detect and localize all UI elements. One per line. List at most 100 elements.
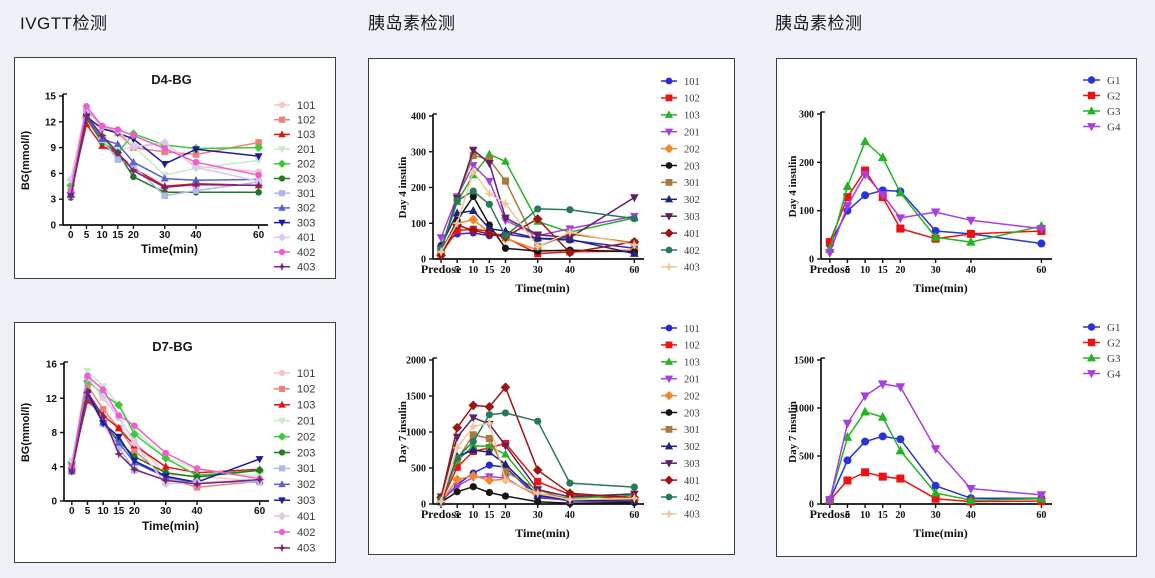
svg-text:G4: G4 (1107, 121, 1121, 133)
svg-text:200: 200 (799, 158, 814, 169)
svg-text:302: 302 (684, 195, 700, 206)
svg-text:401: 401 (297, 232, 315, 244)
svg-text:0: 0 (51, 497, 57, 508)
svg-text:100: 100 (799, 206, 814, 217)
svg-text:20: 20 (128, 230, 140, 241)
svg-text:10: 10 (97, 230, 109, 241)
svg-text:103: 103 (297, 400, 315, 412)
svg-text:200: 200 (411, 183, 426, 194)
svg-text:15: 15 (484, 265, 494, 276)
svg-text:101: 101 (297, 368, 315, 380)
svg-text:40: 40 (191, 506, 203, 517)
svg-text:403: 403 (297, 543, 315, 555)
svg-text:Time(min): Time(min) (515, 281, 569, 295)
svg-text:302: 302 (297, 203, 315, 215)
svg-text:102: 102 (684, 94, 700, 105)
svg-text:15: 15 (45, 92, 57, 103)
svg-text:30: 30 (160, 506, 172, 517)
column-header-ivgtt: IVGTT检测 (20, 14, 108, 33)
svg-text:60: 60 (629, 265, 639, 276)
svg-text:40: 40 (966, 265, 976, 276)
svg-text:303: 303 (684, 212, 700, 223)
svg-text:300: 300 (799, 110, 814, 121)
svg-text:Predose: Predose (810, 262, 851, 276)
svg-text:10: 10 (860, 265, 870, 276)
svg-text:0: 0 (421, 255, 426, 266)
svg-text:10: 10 (468, 265, 478, 276)
svg-text:15: 15 (878, 265, 888, 276)
svg-text:6: 6 (50, 169, 56, 180)
svg-text:60: 60 (254, 506, 266, 517)
svg-text:0: 0 (68, 230, 74, 241)
svg-text:60: 60 (1036, 265, 1046, 276)
panel-insulin-individual: 0 100 200 300 400 Predose 5 10 15 20 30 40 60 Time(mi… (368, 58, 735, 555)
svg-text:12: 12 (46, 394, 58, 405)
svg-text:0: 0 (809, 255, 814, 266)
svg-text:301: 301 (684, 178, 700, 189)
svg-text:0: 0 (50, 221, 56, 232)
column-header-insulin-1: 胰岛素检测 (368, 14, 456, 33)
column-header-insulin-2: 胰岛素检测 (775, 14, 863, 33)
svg-text:40: 40 (565, 265, 575, 276)
svg-text:15: 15 (112, 230, 124, 241)
svg-text:10: 10 (98, 506, 110, 517)
svg-text:103: 103 (297, 129, 315, 141)
svg-text:30: 30 (931, 265, 941, 276)
svg-text:303: 303 (297, 217, 315, 229)
svg-text:203: 203 (297, 447, 315, 459)
svg-text:16: 16 (46, 360, 58, 371)
svg-text:400: 400 (411, 112, 426, 123)
svg-text:402: 402 (684, 246, 700, 257)
panel-d7-bg: D7-BG 0 4 8 12 16 0 5 10 15 20 30 40 60 Time(min) BG(mm… (14, 322, 336, 563)
svg-text:100: 100 (411, 219, 426, 230)
svg-text:12: 12 (45, 117, 57, 128)
svg-text:301: 301 (297, 188, 315, 200)
svg-text:Time(min): Time(min) (141, 242, 198, 256)
svg-text:301: 301 (297, 463, 315, 475)
svg-text:401: 401 (297, 511, 315, 523)
svg-text:201: 201 (684, 128, 700, 139)
svg-text:403: 403 (684, 263, 700, 274)
svg-text:201: 201 (297, 144, 315, 156)
svg-text:4: 4 (51, 462, 57, 473)
svg-text:202: 202 (297, 431, 315, 443)
svg-text:300: 300 (411, 147, 426, 158)
svg-text:203: 203 (297, 173, 315, 185)
svg-text:401: 401 (684, 229, 700, 240)
svg-text:103: 103 (684, 111, 700, 122)
svg-text:8: 8 (51, 428, 57, 439)
svg-text:101: 101 (684, 77, 700, 88)
svg-text:BG(mmol/l): BG(mmol/l) (20, 131, 32, 191)
panel-d4-bg: D4-BG 0 3 6 9 12 15 0 5 10 15 20 30 40 60 Time(min) BG(m… (14, 57, 336, 279)
svg-text:202: 202 (684, 144, 700, 155)
svg-text:5: 5 (845, 265, 850, 276)
svg-text:3: 3 (50, 195, 56, 206)
svg-text:201: 201 (297, 416, 315, 428)
svg-text:403: 403 (297, 262, 315, 274)
svg-text:102: 102 (297, 384, 315, 396)
svg-text:40: 40 (190, 230, 202, 241)
svg-text:Day 4 insulin: Day 4 insulin (397, 157, 409, 219)
svg-text:202: 202 (297, 159, 315, 171)
svg-text:Day 4 insulin: Day 4 insulin (787, 156, 799, 218)
svg-text:9: 9 (50, 143, 56, 154)
svg-text:Predose: Predose (421, 262, 462, 276)
svg-text:5: 5 (455, 265, 460, 276)
svg-text:D7-BG: D7-BG (152, 339, 192, 354)
svg-text:303: 303 (297, 495, 315, 507)
svg-text:60: 60 (253, 230, 265, 241)
svg-text:302: 302 (297, 479, 315, 491)
svg-text:Time(min): Time(min) (913, 281, 967, 295)
svg-text:15: 15 (113, 506, 125, 517)
svg-text:BG(mmol/l): BG(mmol/l) (20, 403, 32, 463)
svg-text:203: 203 (684, 161, 700, 172)
svg-text:G2: G2 (1107, 90, 1120, 102)
svg-text:D4-BG: D4-BG (151, 72, 191, 87)
svg-text:30: 30 (159, 230, 171, 241)
panel-insulin-groups: 0 100 200 300 Predose 5 10 15 20 30 40 60 Time(min) D… (776, 58, 1137, 557)
